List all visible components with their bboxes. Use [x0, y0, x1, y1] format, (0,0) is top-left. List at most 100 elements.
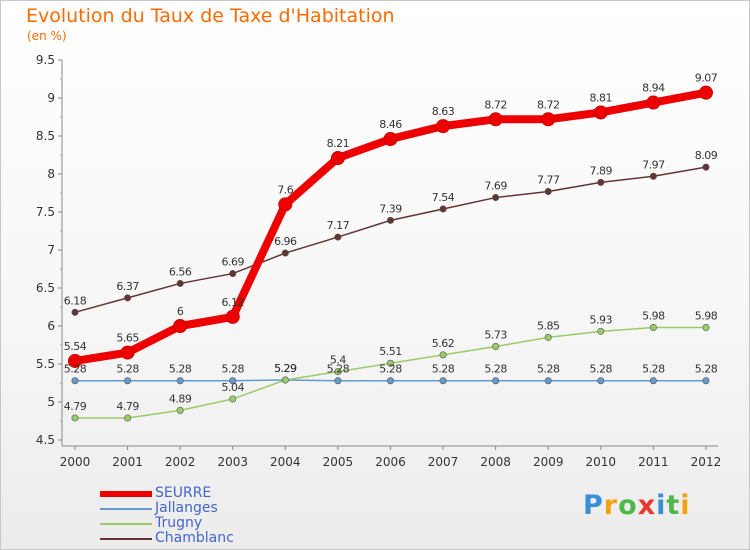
data-point-jallanges	[649, 377, 657, 385]
data-label-seurre: 8.46	[379, 118, 402, 131]
legend-label-jallanges: Jallanges	[155, 500, 218, 516]
data-point-seurre	[593, 105, 608, 120]
data-label-chamblanc: 6.37	[116, 280, 139, 293]
data-point-trugny	[492, 343, 500, 351]
data-point-chamblanc	[334, 233, 342, 241]
data-label-jallanges: 5.28	[221, 363, 244, 376]
data-point-trugny	[176, 406, 184, 414]
x-tick-label: 2002	[165, 455, 196, 469]
y-tick-label: 9.5	[36, 53, 55, 67]
x-tick-label: 2011	[638, 455, 669, 469]
x-tick-label: 2012	[691, 455, 722, 469]
data-label-trugny: 5.4	[330, 354, 346, 367]
data-label-jallanges: 5.28	[590, 363, 613, 376]
data-point-jallanges	[229, 377, 237, 385]
data-point-trugny	[597, 327, 605, 335]
data-label-seurre: 8.63	[432, 105, 455, 118]
data-label-trugny: 5.62	[432, 337, 455, 350]
data-point-seurre	[436, 119, 451, 134]
data-point-chamblanc	[544, 187, 552, 195]
legend-item-trugny: Trugny	[100, 515, 360, 532]
data-point-seurre	[646, 95, 661, 110]
unit-label: (en %)	[27, 29, 67, 43]
data-point-trugny	[71, 414, 79, 422]
data-label-chamblanc: 6.96	[274, 235, 297, 248]
x-tick-label: 2004	[270, 455, 301, 469]
legend-label-chamblanc: Chamblanc	[155, 530, 234, 546]
data-point-seurre	[488, 112, 503, 127]
data-point-seurre	[330, 151, 345, 166]
x-tick-label: 2003	[217, 455, 248, 469]
data-label-jallanges: 5.28	[432, 363, 455, 376]
data-label-seurre: 5.54	[64, 340, 87, 353]
y-tick-label: 8	[47, 167, 55, 181]
data-point-jallanges	[71, 377, 79, 385]
data-label-jallanges: 5.28	[169, 363, 192, 376]
data-label-trugny: 4.79	[64, 400, 87, 413]
data-point-jallanges	[702, 377, 710, 385]
proxiti-logo: Proxiti	[583, 490, 691, 521]
data-label-trugny: 5.04	[221, 381, 244, 394]
data-point-jallanges	[439, 377, 447, 385]
x-tick-label: 2001	[112, 455, 143, 469]
x-tick-label: 2010	[586, 455, 617, 469]
data-point-trugny	[281, 376, 289, 384]
data-label-trugny: 5.73	[484, 329, 507, 342]
series-line-chamblanc	[74, 166, 707, 314]
data-label-jallanges: 5.28	[327, 363, 350, 376]
data-label-seurre: 8.81	[590, 91, 613, 104]
y-tick-label: 5.5	[36, 357, 55, 371]
legend-swatch-seurre	[100, 491, 152, 497]
data-point-trugny	[544, 333, 552, 341]
data-point-chamblanc	[492, 194, 500, 202]
data-label-trugny: 5.98	[642, 310, 665, 323]
data-point-seurre	[225, 309, 240, 324]
legend-item-jallanges: Jallanges	[100, 500, 360, 517]
data-label-trugny: 5.85	[537, 319, 560, 332]
x-tick-label: 2006	[375, 455, 406, 469]
data-point-chamblanc	[649, 172, 657, 180]
data-label-jallanges: 5.28	[379, 363, 402, 376]
data-point-trugny	[334, 368, 342, 376]
data-label-trugny: 5.93	[590, 313, 613, 326]
data-point-chamblanc	[386, 216, 394, 224]
data-label-chamblanc: 7.97	[642, 158, 665, 171]
data-label-jallanges: 5.29	[274, 362, 297, 375]
data-point-chamblanc	[702, 163, 710, 171]
x-tick-label: 2007	[428, 455, 459, 469]
legend-swatch-jallanges	[100, 508, 152, 510]
data-point-seurre	[173, 319, 188, 333]
data-label-chamblanc: 8.09	[695, 149, 718, 162]
data-label-seurre: 8.72	[537, 98, 560, 111]
legend-swatch-trugny	[100, 523, 152, 525]
data-label-chamblanc: 6.69	[221, 256, 244, 269]
data-point-jallanges	[597, 377, 605, 385]
data-label-seurre: 8.21	[327, 137, 350, 150]
data-point-trugny	[386, 359, 394, 367]
data-label-chamblanc: 7.54	[432, 191, 455, 204]
data-label-jallanges: 5.28	[695, 363, 718, 376]
data-point-jallanges	[386, 377, 394, 385]
data-label-chamblanc: 7.17	[327, 219, 350, 232]
legend-label-trugny: Trugny	[155, 515, 203, 531]
data-label-jallanges: 5.28	[484, 363, 507, 376]
y-tick-label: 7	[47, 243, 55, 257]
data-label-chamblanc: 7.89	[590, 164, 613, 177]
data-point-seurre	[120, 345, 135, 360]
data-label-jallanges: 5.28	[642, 363, 665, 376]
chart-title: Evolution du Taux de Taxe d'Habitation	[26, 5, 395, 27]
y-tick-label: 9	[47, 91, 55, 105]
data-point-chamblanc	[281, 249, 289, 257]
data-point-chamblanc	[439, 205, 447, 213]
data-label-trugny: 5.51	[379, 345, 402, 358]
data-label-seurre: 8.72	[484, 98, 507, 111]
data-point-seurre	[541, 112, 556, 127]
data-label-trugny: 5.98	[695, 310, 718, 323]
legend-label-seurre: SEURRE	[155, 485, 212, 501]
data-label-trugny: 5.29	[274, 362, 297, 375]
data-point-chamblanc	[597, 178, 605, 186]
x-tick-label: 2005	[323, 455, 354, 469]
x-tick-label: 2008	[480, 455, 511, 469]
data-point-seurre	[68, 353, 82, 368]
